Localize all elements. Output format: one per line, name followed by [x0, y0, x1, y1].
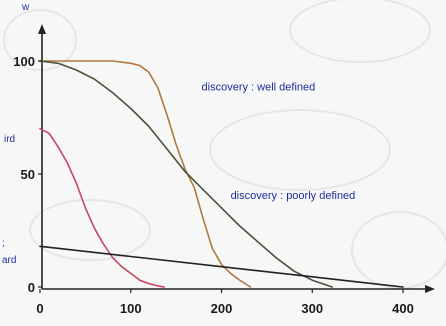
annotation-label: discovery : poorly defined [231, 190, 356, 202]
x-tick-label: 200 [211, 301, 233, 316]
cropped-ylabel-upper: ird [4, 134, 15, 145]
y-tick-label: 0 [28, 280, 35, 295]
cropped-ylabel-mid: ; [2, 238, 5, 249]
series-line-4 [39, 245, 404, 288]
series-layer [39, 60, 404, 288]
tick-labels: 0 100 200 300 400 0 50 100 [13, 54, 414, 316]
y-axis-arrow-icon [38, 24, 46, 34]
cropped-ylabel-lower: ard [2, 255, 16, 266]
y-tick-label: 100 [13, 54, 35, 69]
x-axis-arrow-icon [425, 285, 435, 293]
x-tick-label: 300 [301, 301, 323, 316]
annotations: discovery : well defined discovery : poor… [202, 81, 356, 201]
y-tick-label: 50 [21, 167, 35, 182]
x-tick-label: 0 [36, 301, 43, 316]
series-line-2 [39, 60, 334, 288]
cropped-label-top: w [21, 2, 30, 13]
x-tick-label: 400 [392, 301, 414, 316]
x-tick-label: 100 [120, 301, 142, 316]
series-line-3 [39, 128, 166, 288]
cropped-labels: w ird; ard [2, 2, 30, 266]
annotation-label: discovery : well defined [202, 81, 316, 93]
